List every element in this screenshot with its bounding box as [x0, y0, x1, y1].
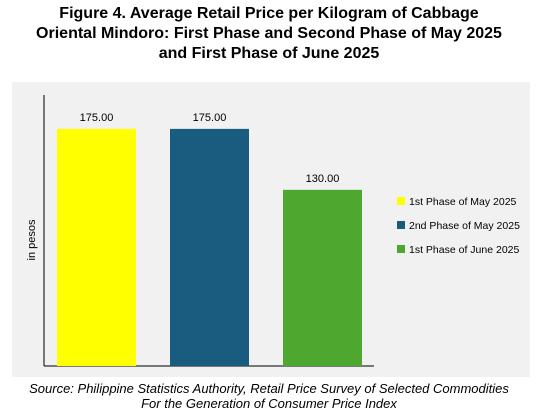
- data-label-3: 130.00: [306, 173, 340, 185]
- source-line-1: Source: Philippine Statistics Authority,…: [29, 381, 509, 396]
- chart-title-line-2: Oriental Mindoro: First Phase and Second…: [36, 25, 502, 42]
- legend-label-3: 1st Phase of June 2025: [409, 244, 519, 256]
- bar-1: [57, 128, 136, 366]
- legend-swatch-1: [397, 197, 405, 205]
- chart-title: Figure 4. Average Retail Price per Kilog…: [0, 4, 538, 64]
- source-note: Source: Philippine Statistics Authority,…: [0, 381, 538, 411]
- chart-title-line-1: Figure 4. Average Retail Price per Kilog…: [59, 5, 479, 22]
- data-label-2: 175.00: [193, 112, 227, 124]
- bar-2: [170, 128, 249, 366]
- data-label-1: 175.00: [80, 112, 114, 124]
- bar-3: [283, 189, 362, 366]
- y-axis-label: in pesos: [26, 219, 38, 260]
- source-line-2: For the Generation of Consumer Price Ind…: [141, 396, 397, 411]
- legend-swatch-2: [397, 221, 405, 229]
- legend-label-2: 2nd Phase of May 2025: [409, 220, 520, 232]
- legend-swatch-3: [397, 245, 405, 253]
- chart-title-line-3: and First Phase of June 2025: [158, 45, 380, 62]
- legend-label-1: 1st Phase of May 2025: [409, 196, 517, 208]
